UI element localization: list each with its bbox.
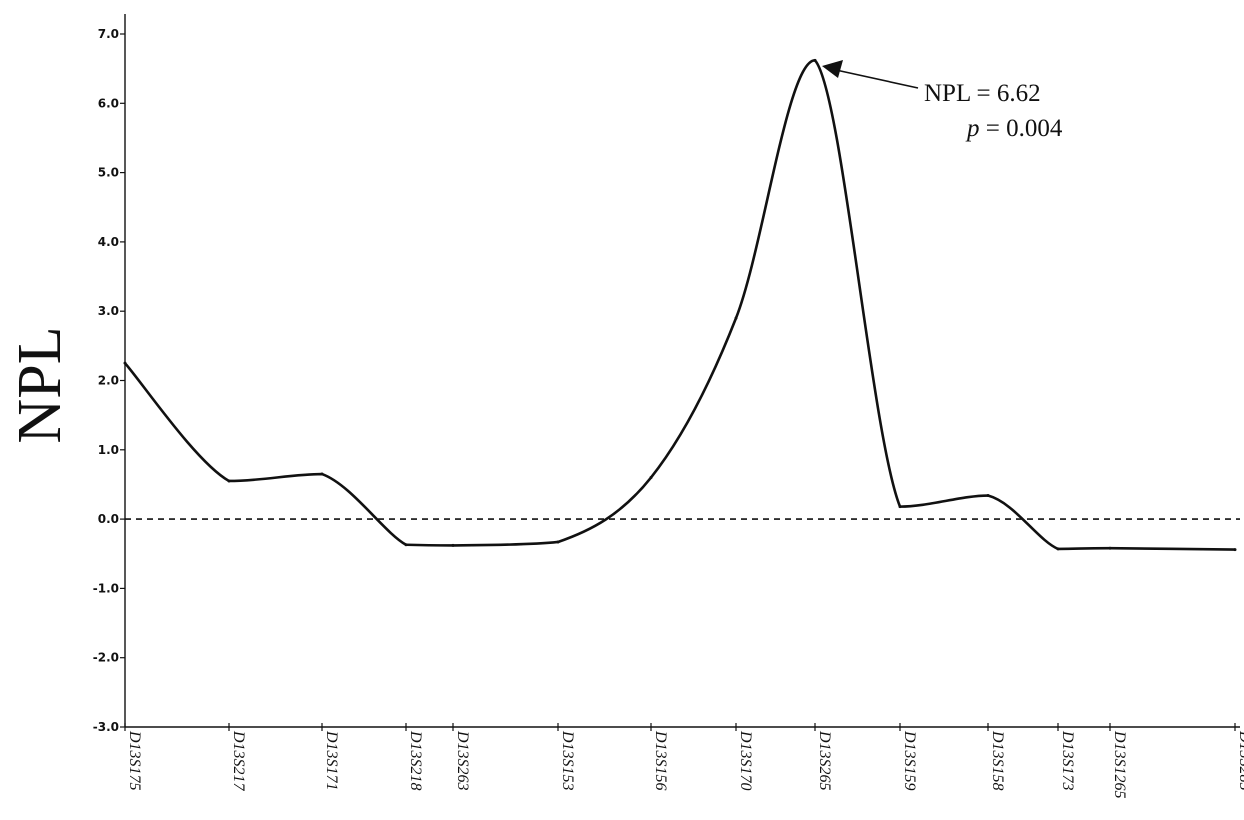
data-point xyxy=(1233,548,1237,552)
data-point xyxy=(451,543,455,547)
y-tick-label: 2.0 xyxy=(98,374,119,388)
x-tick-label: D13S285 xyxy=(1236,730,1244,791)
x-tick-label: D13S175 xyxy=(126,730,143,791)
x-tick-label: D13S1265 xyxy=(1111,730,1128,799)
data-point xyxy=(986,494,990,498)
data-point xyxy=(320,472,324,476)
annotation-p-rest: = 0.004 xyxy=(980,115,1063,142)
x-tick-label: D13S153 xyxy=(559,730,576,791)
plot-area xyxy=(123,58,1240,552)
y-tick-label: -2.0 xyxy=(93,651,119,665)
x-tick-label: D13S159 xyxy=(901,730,918,791)
x-tick-label: D13S217 xyxy=(230,730,247,792)
npl-series-line xyxy=(124,59,1236,551)
annotation-npl: NPL = 6.62 xyxy=(924,80,1041,107)
x-tick-label: D13S218 xyxy=(407,730,424,791)
data-point xyxy=(1056,547,1060,551)
annotation-arrow-line xyxy=(835,69,919,89)
x-tick-label: D13S156 xyxy=(652,730,669,791)
peak-annotation: NPL = 6.62 p = 0.004 xyxy=(822,60,1063,142)
y-tick-label: -3.0 xyxy=(93,720,119,734)
y-tick-label: 3.0 xyxy=(98,304,119,318)
y-tick-label: 6.0 xyxy=(98,96,119,110)
data-point xyxy=(898,505,902,509)
annotation-p-value: p = 0.004 xyxy=(965,115,1063,142)
annotation-p-symbol: p xyxy=(965,115,980,142)
y-axis: 7.0 6.0 5.0 4.0 3.0 2.0 1.0 0.0 -1.0 -2.0 -3.0 xyxy=(93,14,126,734)
data-point xyxy=(123,361,127,365)
x-tick-label: D13S263 xyxy=(454,730,471,791)
data-point xyxy=(813,58,817,62)
x-tick-label: D13S171 xyxy=(323,730,340,791)
x-tick-label: D13S170 xyxy=(737,730,754,791)
data-point xyxy=(1108,546,1112,550)
y-tick-label: 1.0 xyxy=(98,443,119,457)
data-point xyxy=(649,476,653,480)
y-tick-label: -1.0 xyxy=(93,581,119,595)
data-point xyxy=(404,543,408,547)
data-point xyxy=(227,479,231,483)
x-axis: D13S175 D13S217 D13S171 D13S218 D13S263 D13S1… xyxy=(124,723,1244,799)
x-tick-label: D13S173 xyxy=(1059,730,1076,791)
y-tick-label: 4.0 xyxy=(98,235,119,249)
y-tick-label: 7.0 xyxy=(98,27,119,41)
y-axis-label: NPL xyxy=(6,326,74,443)
x-tick-label: D13S158 xyxy=(989,730,1006,791)
y-tick-label: 5.0 xyxy=(98,166,119,180)
data-point xyxy=(556,540,560,544)
y-tick-label: 0.0 xyxy=(98,512,119,526)
x-tick-label: D13S265 xyxy=(816,730,833,791)
annotation-arrowhead xyxy=(822,60,843,78)
data-point xyxy=(734,316,738,320)
